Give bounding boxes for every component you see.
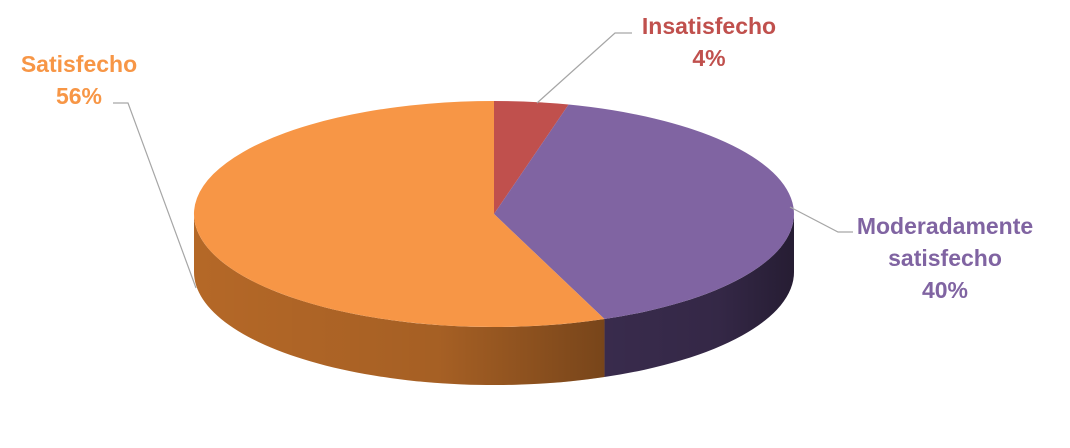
pie-side-shade-satisfecho xyxy=(194,214,605,385)
pie-tops xyxy=(193,101,794,327)
slice-label-satisfecho: Satisfecho xyxy=(21,51,137,77)
leader-line-moderadamente xyxy=(789,206,853,233)
leader-line-insatisfecho xyxy=(536,32,632,104)
leader-line-satisfecho xyxy=(113,102,197,289)
slice-value-satisfecho: 56% xyxy=(56,83,102,109)
pie-slice-satisfecho xyxy=(193,101,605,327)
pie-slice-moderadamente xyxy=(494,104,794,320)
pie-slice-insatisfecho xyxy=(494,101,569,214)
pie-sides xyxy=(194,214,794,385)
slice-value-moderadamente: 40% xyxy=(922,277,968,303)
slice-label-insatisfecho: Insatisfecho xyxy=(642,13,776,39)
pie-side-shade-moderadamente xyxy=(604,214,794,378)
slice-label-moderadamente-line1: Moderadamente xyxy=(857,213,1033,239)
slice-label-moderadamente-line2: satisfecho xyxy=(888,245,1002,271)
slice-value-insatisfecho: 4% xyxy=(692,45,725,71)
